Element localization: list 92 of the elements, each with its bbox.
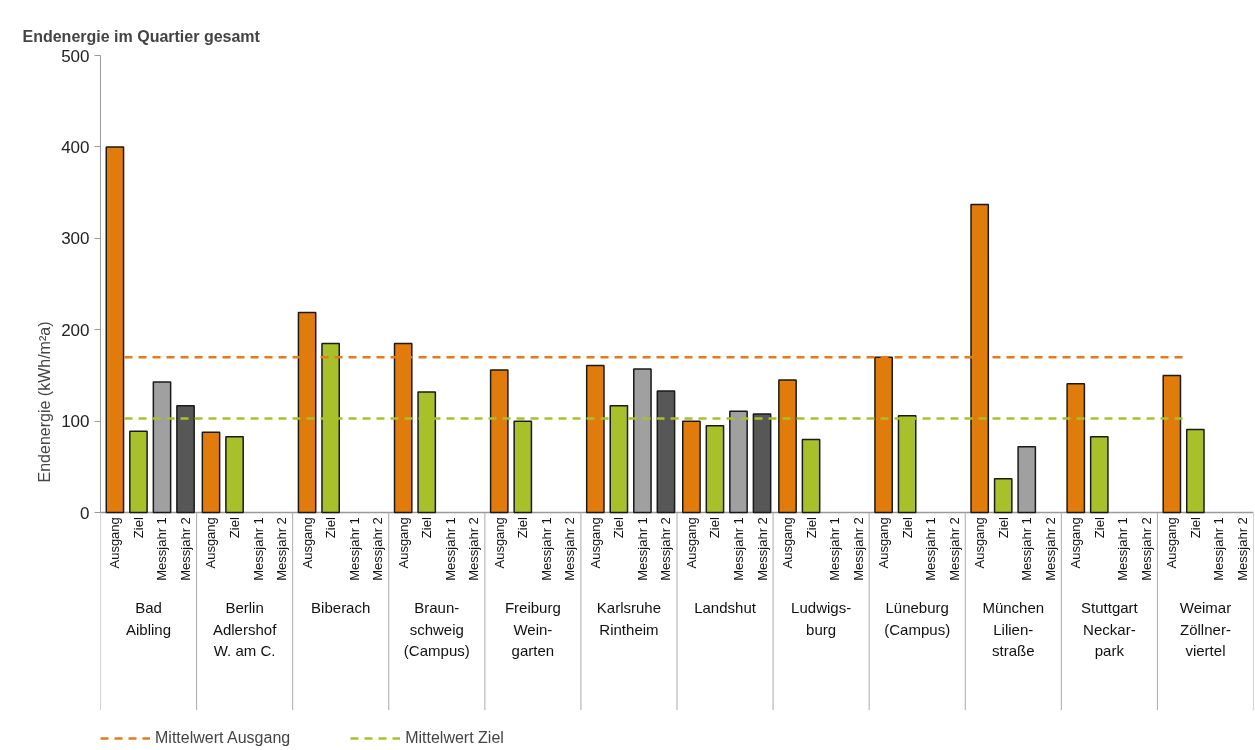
text: Ausgang — [299, 517, 315, 569]
text: Ziel — [227, 517, 243, 539]
text: Ziel — [1091, 517, 1107, 539]
bar — [874, 356, 893, 514]
x-tick-label: Weimar Zöllner- viertel — [1179, 599, 1232, 659]
text: Messjahr 2 — [850, 517, 866, 581]
text: Messjahr 2 — [370, 517, 386, 581]
x-tick-label: Stuttgart Neckar- park — [1081, 599, 1139, 659]
text: Ziel — [611, 517, 627, 539]
text: Messjahr 1 — [1211, 517, 1227, 581]
text: Messjahr 1 — [538, 517, 554, 581]
text: Messjahr 2 — [1042, 517, 1058, 581]
bar — [656, 390, 676, 514]
y-tick-label: 0 — [80, 503, 90, 523]
text: Messjahr 2 — [946, 517, 962, 581]
bar — [1162, 374, 1182, 514]
y-tick-label: 400 — [61, 137, 90, 157]
text: Messjahr 1 — [923, 517, 939, 581]
bar — [1185, 428, 1205, 514]
bar — [225, 435, 244, 514]
x-tick-label: Bad Aibling — [126, 599, 172, 638]
y-axis-title: Endenergie (kWh/m²a) — [36, 321, 54, 483]
text: Messjahr 2 — [274, 517, 290, 581]
text: Ziel — [1187, 517, 1203, 539]
x-tick-label: Biberach — [311, 599, 371, 617]
text: Ausgang — [780, 517, 795, 569]
text: Messjahr 1 — [154, 517, 170, 581]
text: Ziel — [995, 517, 1011, 539]
text: Messjahr 1 — [634, 517, 650, 581]
text: Ausgang — [1164, 517, 1180, 569]
text: Ausgang — [1068, 517, 1084, 569]
text: Ziel — [323, 517, 339, 539]
text: Ausgang — [972, 517, 988, 569]
chart-title: Endenergie im Quartier gesamt — [22, 27, 261, 45]
x-tick-label: Freiburg Wein- garten — [504, 599, 561, 659]
text: Ziel — [803, 517, 819, 539]
bar — [752, 413, 772, 514]
text: Messjahr 2 — [562, 517, 578, 581]
text: Messjahr 2 — [1138, 517, 1154, 581]
text: Ausgang — [395, 517, 411, 569]
text: Messjahr 1 — [730, 517, 746, 581]
x-tick-label: Landshut — [694, 599, 757, 617]
text: Messjahr 2 — [178, 517, 194, 581]
text: Ausgang — [587, 517, 603, 569]
text: Ausgang — [203, 517, 219, 569]
bar — [393, 342, 413, 514]
text: Messjahr 2 — [658, 517, 674, 581]
text: Messjahr 2 — [1234, 517, 1250, 581]
text: Messjahr 1 — [1115, 517, 1131, 581]
bar — [682, 420, 701, 514]
legend-label: Mittelwert Ausgang — [155, 729, 291, 747]
y-tick-label: 200 — [61, 320, 90, 340]
text: Messjahr 1 — [827, 517, 843, 581]
text: Ausgang — [876, 517, 892, 569]
text: Ziel — [419, 517, 435, 539]
bar — [105, 146, 125, 514]
text: Messjahr 1 — [442, 517, 458, 581]
text: Ausgang — [491, 517, 507, 569]
y-tick-label: 500 — [61, 46, 90, 66]
text: Messjahr 2 — [466, 517, 482, 581]
text: Messjahr 1 — [1019, 517, 1035, 581]
text: Ausgang — [107, 517, 123, 569]
text: Ziel — [707, 517, 723, 539]
bar — [778, 379, 797, 514]
bar — [201, 431, 221, 514]
text: Messjahr 1 — [250, 517, 266, 581]
bar — [297, 311, 317, 514]
bar — [176, 404, 195, 514]
bar — [585, 364, 605, 514]
bar — [1089, 435, 1109, 514]
text: Messjahr 2 — [754, 517, 770, 581]
text: Ziel — [899, 517, 915, 539]
y-tick-label: 100 — [61, 412, 90, 432]
bar — [705, 425, 725, 514]
y-tick-label: 300 — [61, 229, 90, 249]
bar — [489, 369, 509, 514]
x-tick-label: Lüneburg (Campus) — [884, 599, 951, 638]
x-tick-label: Berlin Adlershof W. am C. — [212, 599, 278, 659]
text: Messjahr 1 — [346, 517, 362, 581]
text: Ziel — [130, 517, 146, 539]
bar — [970, 203, 990, 514]
bar — [993, 478, 1013, 514]
bar — [129, 430, 148, 514]
text: Ziel — [515, 517, 531, 539]
x-tick-label: Karlsruhe Rintheim — [596, 599, 662, 638]
x-tick-label: Braun- schweig (Campus) — [403, 599, 470, 659]
x-tick-label: Ludwigs- burg — [791, 599, 852, 638]
x-tick-label: München Lilien- straße — [982, 599, 1045, 659]
bar — [1066, 382, 1086, 514]
legend-label: Mittelwert Ziel — [405, 729, 504, 747]
text: Ausgang — [683, 517, 699, 569]
bar — [801, 438, 821, 514]
